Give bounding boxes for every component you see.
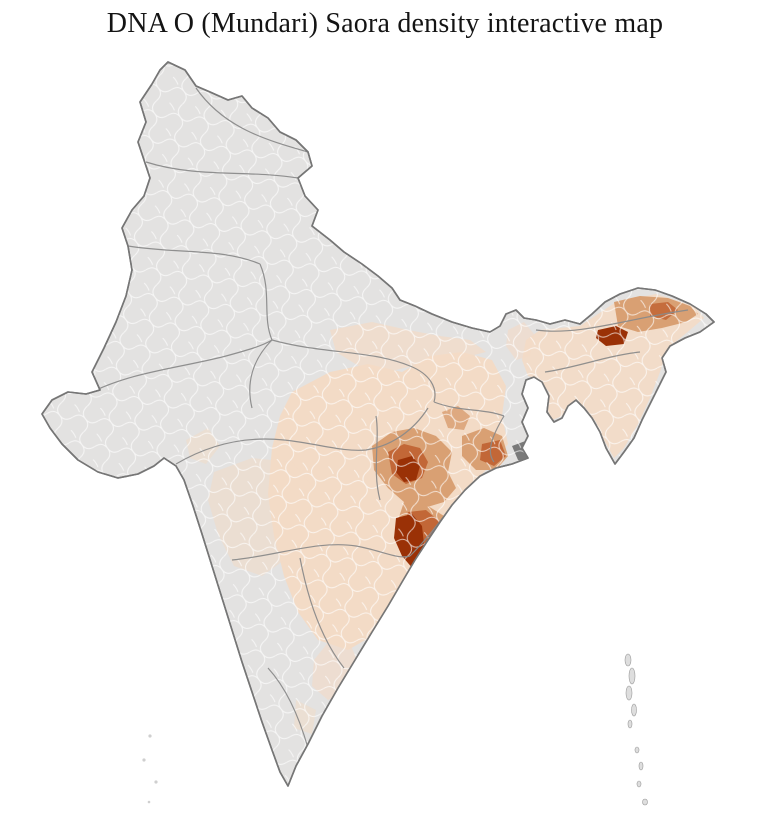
district-mesh-overlay: [42, 62, 714, 786]
state-boundaries: [87, 87, 689, 749]
page-title: DNA O (Mundari) Saora density interactiv…: [106, 8, 664, 39]
lakshadweep-islands[interactable]: [142, 734, 158, 804]
andaman-nicobar-islands[interactable]: [624, 653, 648, 806]
density-regions[interactable]: [0, 40, 770, 814]
national-outline: [41, 61, 715, 787]
